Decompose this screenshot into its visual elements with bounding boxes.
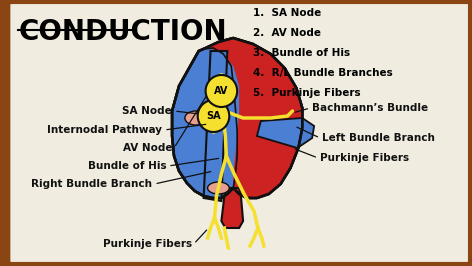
Polygon shape [221,188,243,228]
Text: 2.  AV Node: 2. AV Node [253,28,321,38]
Polygon shape [172,38,302,198]
Text: Bachmann’s Bundle: Bachmann’s Bundle [312,103,428,113]
Text: AV Node: AV Node [123,143,172,153]
Circle shape [206,75,237,107]
Text: 3.  Bundle of His: 3. Bundle of His [253,48,350,58]
Text: Left Bundle Branch: Left Bundle Branch [322,133,435,143]
Polygon shape [203,51,228,201]
Text: 4.  R/L Bundle Branches: 4. R/L Bundle Branches [253,68,393,78]
Text: Right Bundle Branch: Right Bundle Branch [31,179,152,189]
Polygon shape [257,118,314,148]
Ellipse shape [185,111,207,125]
Circle shape [198,100,229,132]
Text: Purkinje Fibers: Purkinje Fibers [103,239,192,249]
Text: AV: AV [214,86,228,96]
Text: Internodal Pathway: Internodal Pathway [47,125,162,135]
Text: Purkinje Fibers: Purkinje Fibers [320,153,409,163]
Text: 1.  SA Node: 1. SA Node [253,8,321,18]
Text: Bundle of His: Bundle of His [87,161,166,171]
FancyBboxPatch shape [8,2,470,264]
Polygon shape [199,38,302,198]
Text: SA Node: SA Node [122,106,172,116]
Text: SA: SA [206,111,221,121]
Ellipse shape [208,182,229,194]
Text: 5.  Purkinje Fibers: 5. Purkinje Fibers [253,88,361,98]
Text: CONDUCTION: CONDUCTION [18,18,227,46]
